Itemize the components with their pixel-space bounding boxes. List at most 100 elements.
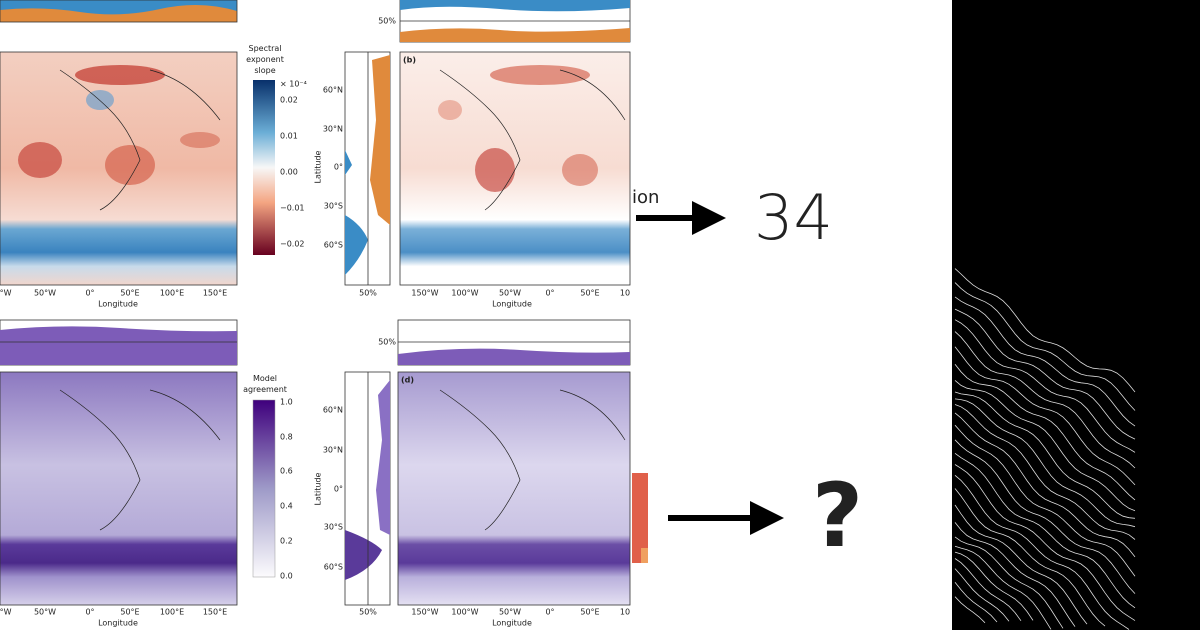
arrow-head-top (692, 201, 726, 235)
contour-line (954, 439, 1136, 594)
contour-line (954, 522, 1076, 627)
contour-line (954, 558, 1022, 622)
profile-top (344, 51, 391, 286)
contour-line (954, 398, 1136, 528)
strip-b (399, 0, 631, 43)
lon-tick-label: 100°W (0, 289, 12, 298)
red-patch (632, 473, 648, 563)
contour-line (954, 568, 1010, 622)
lon-tick-label: 50°W (499, 289, 521, 298)
lat-tick-label: 60°S (324, 563, 343, 572)
colorbar-tick-label: −0.01 (280, 204, 305, 213)
colorbar-tick-label: 0.0 (280, 572, 293, 581)
lon-tick-label: 0° (85, 608, 94, 617)
panel-label: (b) (403, 56, 416, 65)
contour-line (954, 331, 1136, 469)
lon-tick-label: 100°W (0, 608, 12, 617)
lat-tick-label: 0° (334, 163, 343, 172)
result-top: 34 (754, 181, 833, 254)
lat-tick-label: 30°S (324, 523, 343, 532)
contour-line (954, 282, 1136, 411)
lon-tick-label: 50°W (499, 608, 521, 617)
contour-line (954, 296, 1136, 427)
strip-c (0, 319, 238, 366)
contour-line (954, 504, 1088, 625)
percent-label: 50% (378, 338, 396, 347)
axis-label: Longitude (98, 619, 138, 628)
contour-line (954, 391, 1136, 519)
lat-tick-label: 30°N (323, 125, 343, 134)
contour-line (954, 424, 1136, 577)
lon-tick-label: 150°W (411, 608, 438, 617)
contour-line (954, 363, 1136, 501)
lon-tick-label: 100°W (451, 289, 478, 298)
lon-tick-label: 0° (545, 608, 554, 617)
contour-line (954, 582, 998, 623)
colorbar-tick-label: 0.4 (280, 502, 293, 511)
axis-label: Latitude (314, 472, 323, 505)
contour-line (954, 536, 1064, 629)
contour-line (954, 380, 1136, 512)
lon-tick-label: 150°E (203, 608, 227, 617)
dark-panel (952, 0, 1200, 630)
contour-line (954, 474, 1130, 630)
percent-label: 50% (359, 608, 377, 617)
axis-label: Longitude (492, 619, 532, 628)
profile-bottom (344, 371, 391, 606)
lat-tick-label: 60°N (323, 406, 343, 415)
colorbar-tick-label: 0.6 (280, 467, 293, 476)
colorbar-title: Model agreement (243, 374, 287, 394)
lon-tick-label: 0° (85, 289, 94, 298)
lon-tick-label: 50°W (34, 289, 56, 298)
lon-tick-label: 150°W (411, 289, 438, 298)
colorbar-tick-label: 1.0 (280, 398, 293, 407)
map-d (397, 371, 631, 606)
contour-line (954, 488, 1106, 627)
contour-line (954, 404, 1136, 540)
axis-label: Longitude (98, 300, 138, 309)
axis-label: Latitude (314, 150, 323, 183)
strip-a (0, 0, 238, 23)
colorbar-agreement (252, 399, 276, 578)
map-b (399, 51, 631, 286)
contour-line (954, 319, 1136, 453)
red-patch-edge (641, 548, 648, 563)
colorbar-tick-label: 0.02 (280, 96, 298, 105)
colorbar-slope (253, 80, 275, 255)
result-bottom: ? (812, 464, 863, 567)
lon-tick-label: 50°E (120, 608, 139, 617)
contour-line (954, 268, 1136, 393)
lon-tick-label: 10 (620, 289, 630, 298)
colorbar-tick-label: 0.8 (280, 433, 293, 442)
text-fragment: ion (632, 187, 659, 208)
colorbar-tick-label: 0.00 (280, 168, 298, 177)
lon-tick-label: 50°W (34, 608, 56, 617)
lon-tick-label: 0° (545, 289, 554, 298)
lat-tick-label: 60°N (323, 86, 343, 95)
contour-line (954, 545, 1052, 630)
arrow-head-bottom (750, 501, 784, 535)
lon-tick-label: 50°E (580, 608, 599, 617)
contour-line (954, 596, 986, 624)
colorbar-tick-label: 0.01 (280, 132, 298, 141)
lon-tick-label: 50°E (580, 289, 599, 298)
lon-tick-label: 10 (620, 608, 630, 617)
contour-line (954, 412, 1136, 558)
colorbar-tick-label: −0.02 (280, 240, 305, 249)
lat-tick-label: 60°S (324, 241, 343, 250)
colorbar-tick-label: 0.2 (280, 537, 293, 546)
contour-line (954, 346, 1136, 486)
percent-label: 50% (378, 17, 396, 26)
axis-label: Longitude (492, 300, 532, 309)
contour-lines (954, 268, 1136, 630)
contour-line (954, 464, 1136, 621)
lon-tick-label: 100°W (451, 608, 478, 617)
lat-tick-label: 30°N (323, 446, 343, 455)
map-c (0, 371, 238, 606)
lon-tick-label: 100°E (160, 289, 184, 298)
map-a (0, 51, 238, 286)
lat-tick-label: 30°S (324, 202, 343, 211)
lon-tick-label: 150°E (203, 289, 227, 298)
colorbar-scale: × 10⁻⁴ (280, 80, 307, 89)
